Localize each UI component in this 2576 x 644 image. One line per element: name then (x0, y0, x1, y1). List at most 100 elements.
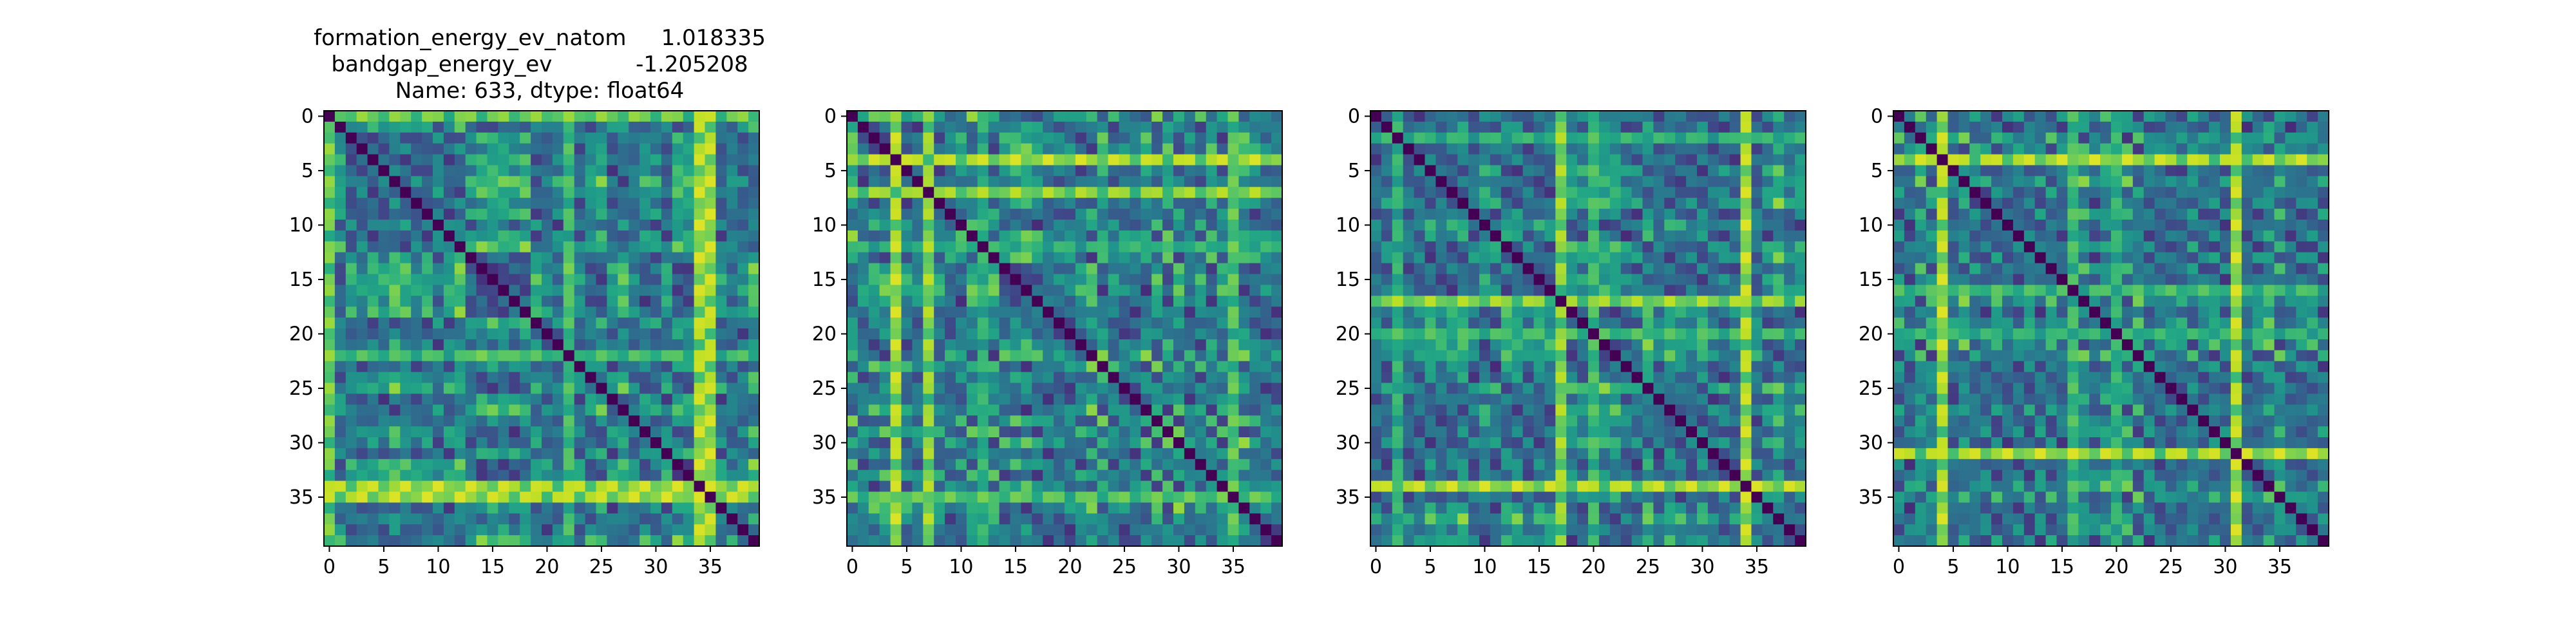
heatmap-cell (1206, 220, 1218, 231)
heatmap-cell (737, 513, 749, 525)
heatmap-cell (585, 513, 597, 525)
heatmap-cell (411, 154, 422, 166)
heatmap-cell (2165, 111, 2177, 122)
heatmap-cell (629, 491, 640, 503)
heatmap-cell (966, 437, 978, 449)
heatmap-cell (1762, 143, 1774, 155)
heatmap-cell (1075, 437, 1087, 449)
heatmap-cell (1195, 111, 1207, 122)
heatmap-cell (1762, 491, 1774, 503)
heatmap-cell (1370, 426, 1382, 438)
heatmap-cell (1075, 143, 1087, 155)
heatmap-cell (705, 404, 716, 416)
heatmap-cell (857, 524, 869, 536)
heatmap-cell (1544, 209, 1556, 220)
heatmap-cell (1010, 241, 1021, 253)
heatmap-cell (705, 220, 716, 231)
heatmap-cell (433, 502, 444, 514)
heatmap-cell (1718, 350, 1730, 362)
heatmap-cell (1119, 535, 1130, 547)
heatmap-cell (585, 154, 597, 166)
heatmap-cell (1381, 296, 1393, 307)
heatmap-cell (618, 404, 629, 416)
heatmap-cell (966, 187, 978, 198)
heatmap-cell (1403, 143, 1415, 155)
heatmap-cell (520, 328, 531, 340)
heatmap-cell (1260, 121, 1272, 133)
heatmap-cell (356, 111, 368, 122)
heatmap-cell (912, 415, 923, 427)
heatmap-cell (1642, 132, 1654, 144)
heatmap-cell (1697, 480, 1709, 493)
heatmap-cell (1108, 220, 1120, 231)
heatmap-cell (1173, 241, 1185, 253)
heatmap-cell (1479, 524, 1491, 536)
heatmap-cell (1631, 502, 1643, 514)
heatmap-cell (1435, 241, 1447, 253)
heatmap-cell (705, 198, 716, 209)
heatmap-cell (1075, 459, 1087, 471)
heatmap-cell (1729, 480, 1741, 493)
heatmap-cell (476, 535, 488, 547)
heatmap-cell (1119, 469, 1130, 482)
heatmap-cell (1751, 415, 1763, 427)
heatmap-cell (1533, 241, 1545, 253)
heatmap-cell (1010, 459, 1021, 471)
heatmap-cell (520, 459, 531, 471)
heatmap-cell (1392, 317, 1404, 329)
heatmap-cell (378, 121, 390, 133)
heatmap-cell (345, 143, 357, 155)
heatmap-cell (542, 198, 553, 209)
heatmap-cell (1119, 111, 1130, 122)
heatmap-cell (1620, 535, 1633, 547)
heatmap-cell (1217, 143, 1229, 155)
heatmap-cell (1784, 502, 1795, 514)
heatmap-cell (999, 426, 1011, 438)
heatmap-cell (1238, 263, 1250, 275)
heatmap-cell (1566, 372, 1578, 384)
heatmap-cell (1043, 361, 1054, 373)
heatmap-cell (443, 469, 455, 482)
heatmap-cell (487, 154, 498, 166)
heatmap-cell (1598, 459, 1611, 471)
heatmap-cell (1097, 165, 1109, 176)
heatmap-cell (378, 317, 390, 329)
heatmap-cell (2165, 121, 2177, 133)
heatmap-cell (1675, 491, 1687, 503)
heatmap-cell (1762, 415, 1774, 427)
heatmap-cell (1425, 296, 1436, 307)
heatmap-cell (552, 328, 564, 340)
heatmap-cell (726, 121, 738, 133)
heatmap-cell (1010, 480, 1021, 493)
heatmap-cell (1271, 230, 1283, 242)
heatmap-cell (618, 176, 629, 187)
heatmap-cell (890, 198, 902, 209)
heatmap-cell (1425, 328, 1436, 340)
heatmap-cell (596, 361, 607, 373)
heatmap-cell (1141, 274, 1152, 285)
heatmap-cell (1631, 121, 1643, 133)
heatmap-cell (977, 350, 989, 362)
heatmap-cell (1195, 383, 1207, 394)
heatmap-cell (923, 263, 934, 275)
heatmap-cell (1130, 198, 1141, 209)
heatmap-cell (1130, 437, 1141, 449)
heatmap-cell (1108, 307, 1120, 318)
heatmap-cell (422, 372, 433, 384)
heatmap-cell (705, 393, 716, 405)
heatmap-cell (552, 307, 564, 318)
heatmap-cell (868, 176, 880, 187)
heatmap-cell (694, 220, 706, 231)
heatmap-cell (422, 220, 433, 231)
heatmap-cell (868, 187, 880, 198)
heatmap-cell (1577, 230, 1589, 242)
heatmap-cell (857, 154, 869, 166)
heatmap-cell (2252, 121, 2264, 133)
heatmap-cell (912, 524, 923, 536)
heatmap-cell (1108, 111, 1120, 122)
heatmap-cell (1260, 220, 1272, 231)
heatmap-cell (1707, 535, 1719, 547)
heatmap-cell (1054, 502, 1065, 514)
heatmap-cell (1522, 513, 1535, 525)
heatmap-cell (890, 437, 902, 449)
